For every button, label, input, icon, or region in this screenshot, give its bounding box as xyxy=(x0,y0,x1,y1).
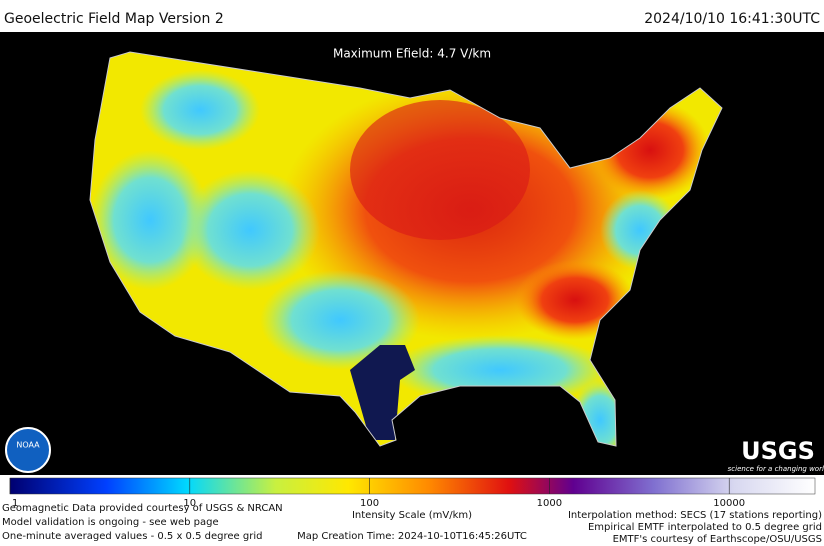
footer-right: Empirical EMTF interpolated to 0.5 degre… xyxy=(588,522,822,533)
colorbar-tick-label: 10000 xyxy=(713,498,745,509)
usgs-tagline: science for a changing world xyxy=(728,465,824,473)
footer-left: Model validation is ongoing - see web pa… xyxy=(2,517,219,528)
title: Geoelectric Field Map Version 2 xyxy=(4,11,224,27)
header-bar xyxy=(0,0,824,32)
field-low xyxy=(90,150,210,290)
no-data xyxy=(350,345,415,440)
field-low xyxy=(180,170,320,290)
field-high xyxy=(350,100,530,240)
usgs-logo: USGS xyxy=(741,437,815,465)
country-outline xyxy=(89,51,723,447)
colorbar-tick-label: 100 xyxy=(360,498,379,509)
footer-right: EMTF's courtesy of Earthscope/OSU/USGS xyxy=(613,534,822,545)
noaa-logo xyxy=(5,427,51,473)
colorbar-label: Intensity Scale (mV/km) xyxy=(352,510,472,521)
colorbar-tick-label: 1000 xyxy=(537,498,562,509)
field-low xyxy=(140,70,260,150)
footer-right: Interpolation method: SECS (17 stations … xyxy=(568,510,822,521)
colorbar xyxy=(9,477,816,495)
creation-time: Map Creation Time: 2024-10-10T16:45:26UT… xyxy=(297,531,527,542)
noaa-logo-text: NOAA xyxy=(16,441,40,450)
footer-left: One-minute averaged values - 0.5 x 0.5 d… xyxy=(2,531,262,542)
colorbar-ticks: 1 10 100 1000 10000 xyxy=(9,478,745,509)
max-efield: Maximum Efield: 4.7 V/km xyxy=(333,47,491,61)
footer: Geomagnetic Data provided courtesy of US… xyxy=(2,503,822,545)
footer-left: Geomagnetic Data provided courtesy of US… xyxy=(2,503,283,514)
timestamp: 2024/10/10 16:41:30UTC xyxy=(644,11,820,27)
colorbar-tick-label: 10 xyxy=(183,498,196,509)
colorbar-tick-label: 1 xyxy=(12,498,18,509)
